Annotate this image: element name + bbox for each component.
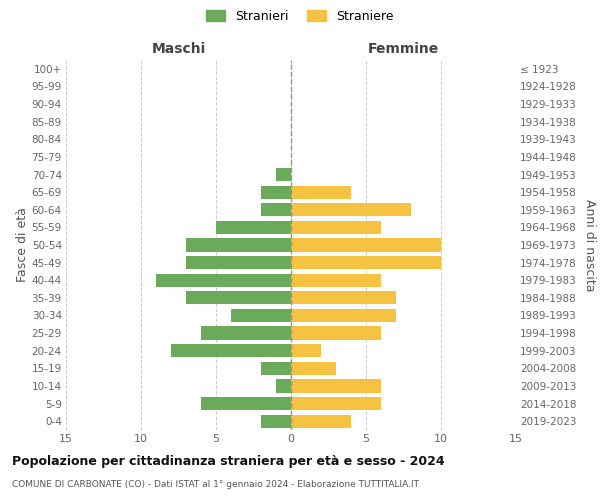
Bar <box>291 291 396 304</box>
Bar <box>291 256 441 269</box>
Bar <box>291 362 336 375</box>
Bar <box>276 380 291 392</box>
Bar <box>231 309 291 322</box>
Bar <box>261 186 291 198</box>
Bar <box>291 344 321 358</box>
Bar <box>201 326 291 340</box>
Bar <box>291 274 381 287</box>
Bar <box>186 256 291 269</box>
Bar <box>291 326 381 340</box>
Bar <box>291 414 351 428</box>
Bar <box>186 238 291 252</box>
Text: COMUNE DI CARBONATE (CO) - Dati ISTAT al 1° gennaio 2024 - Elaborazione TUTTITAL: COMUNE DI CARBONATE (CO) - Dati ISTAT al… <box>12 480 419 489</box>
Bar <box>291 186 351 198</box>
Text: Popolazione per cittadinanza straniera per età e sesso - 2024: Popolazione per cittadinanza straniera p… <box>12 455 445 468</box>
Bar <box>291 238 441 252</box>
Y-axis label: Anni di nascita: Anni di nascita <box>583 198 596 291</box>
Bar <box>216 221 291 234</box>
Bar <box>156 274 291 287</box>
Y-axis label: Fasce di età: Fasce di età <box>16 208 29 282</box>
Bar <box>291 221 381 234</box>
Text: Femmine: Femmine <box>368 42 439 56</box>
Bar <box>171 344 291 358</box>
Bar <box>291 309 396 322</box>
Bar <box>261 414 291 428</box>
Bar <box>261 203 291 216</box>
Bar <box>201 397 291 410</box>
Bar <box>291 203 411 216</box>
Bar <box>186 291 291 304</box>
Bar <box>261 362 291 375</box>
Bar <box>291 397 381 410</box>
Bar <box>291 380 381 392</box>
Legend: Stranieri, Straniere: Stranieri, Straniere <box>203 6 397 26</box>
Text: Maschi: Maschi <box>151 42 206 56</box>
Bar <box>276 168 291 181</box>
